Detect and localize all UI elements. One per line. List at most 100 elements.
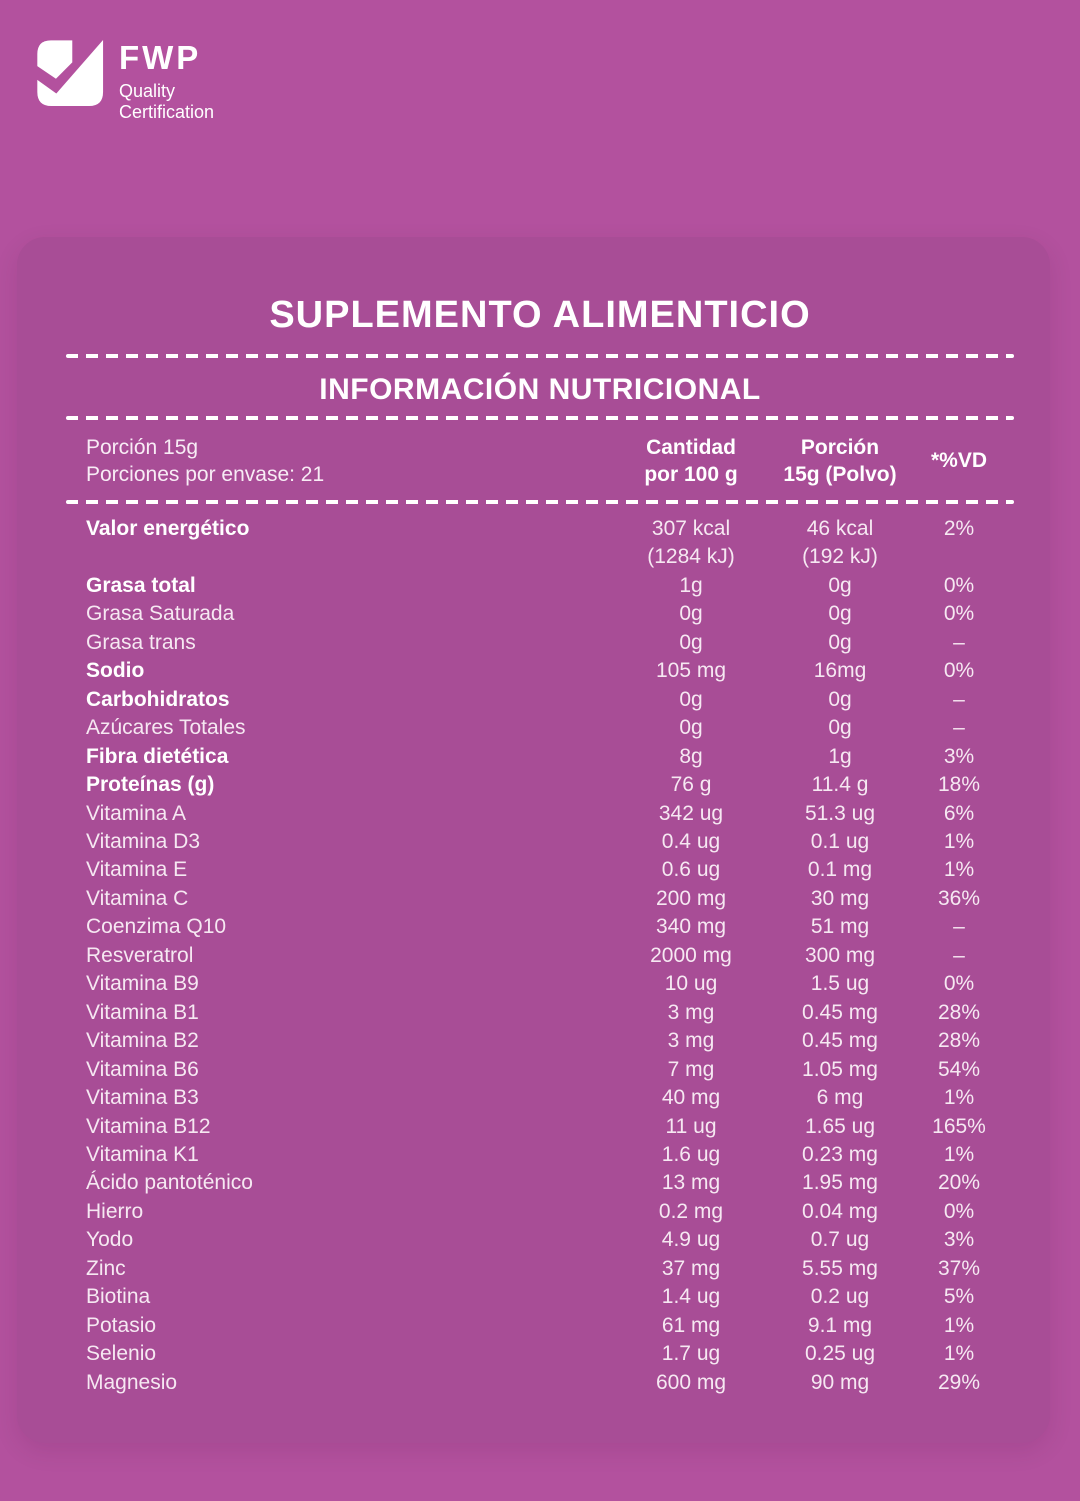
table-row: Carbohidratos 0g 0g – — [66, 686, 1014, 714]
per100-value: 200 mg — [655, 886, 727, 910]
portion-value: 1.65 ug — [804, 1114, 876, 1138]
nutrient-label: Yodo — [86, 1228, 134, 1252]
per100-value: 0g — [679, 630, 703, 654]
portion-value: 1g — [828, 744, 852, 768]
per100-value: 10 ug — [664, 972, 718, 996]
dv-value: 1% — [943, 858, 975, 882]
table-row: Vitamina B12 11 ug 1.65 ug 165% — [66, 1113, 1014, 1141]
nutrient-label: Ácido pantoténico — [86, 1171, 253, 1195]
nutrient-label: Vitamina K1 — [86, 1142, 199, 1166]
dv-value: – — [953, 943, 965, 967]
serving-size: Porción 15g — [86, 436, 199, 459]
dv-value: – — [953, 687, 965, 711]
per100-value: 600 mg — [655, 1370, 727, 1394]
nutrition-rows: Valor energético 307 kcal (1284 kJ) 46 kc… — [66, 515, 1014, 1397]
per100-value: 340 mg — [655, 915, 727, 939]
panel-subtitle: INFORMACIÓN NUTRICIONAL — [319, 373, 761, 406]
portion-value: 300 mg — [804, 943, 876, 967]
dv-value: 165% — [932, 1114, 986, 1138]
per100-value: 11 ug — [665, 1114, 717, 1138]
portion-value: 0.7 ug — [810, 1228, 870, 1252]
portion-value: 9.1 mg — [807, 1313, 873, 1337]
per100-value: 307 kcal (1284 kJ) — [647, 517, 735, 569]
dv-value: 28% — [937, 1029, 981, 1053]
nutrient-label: Biotina — [86, 1285, 151, 1309]
dv-value: 3% — [943, 1228, 975, 1252]
nutrient-label: Vitamina B9 — [86, 972, 199, 996]
table-row: Zinc 37 mg 5.55 mg 37% — [66, 1255, 1014, 1283]
per100-value: 0g — [679, 687, 703, 711]
logo-tagline: Quality Certification — [119, 81, 214, 123]
dv-value: 29% — [937, 1370, 981, 1394]
table-row: Resveratrol 2000 mg 300 mg – — [66, 942, 1014, 970]
per100-value: 4.9 ug — [661, 1228, 721, 1252]
dv-value: – — [953, 716, 965, 740]
nutrient-label: Zinc — [86, 1256, 126, 1280]
per100-value: 0.4 ug — [661, 829, 721, 853]
portion-value: 46 kcal (192 kJ) — [802, 517, 878, 569]
table-row: Selenio 1.7 ug 0.25 ug 1% — [66, 1340, 1014, 1368]
checkmark-badge-icon — [32, 35, 108, 111]
nutrient-label: Vitamina B1 — [86, 1000, 199, 1024]
per100-value: 13 mg — [661, 1171, 721, 1195]
table-row: Vitamina A 342 ug 51.3 ug 6% — [66, 800, 1014, 828]
per100-value: 2000 mg — [650, 943, 732, 967]
portion-value: 0.04 mg — [802, 1199, 878, 1223]
nutrient-label: Vitamina E — [86, 858, 188, 882]
nutrient-label: Proteínas (g) — [86, 773, 215, 797]
table-row: Vitamina B2 3 mg 0.45 mg 28% — [66, 1027, 1014, 1055]
portion-value: 0g — [828, 630, 852, 654]
nutrient-label: Grasa trans — [86, 630, 196, 654]
nutrient-label: Vitamina B12 — [86, 1114, 211, 1138]
per100-value: 1.6 ug — [661, 1142, 721, 1166]
per100-value: 40 mg — [661, 1086, 721, 1110]
dashed-divider — [66, 354, 1014, 358]
portion-value: 0.1 mg — [807, 858, 873, 882]
dv-value: 0% — [943, 659, 975, 683]
nutrient-label: Vitamina C — [86, 886, 189, 910]
portion-value: 0.45 mg — [802, 1000, 878, 1024]
nutrient-label: Valor energético — [86, 517, 250, 540]
table-row: Azúcares Totales 0g 0g – — [66, 714, 1014, 742]
table-row: Grasa trans 0g 0g – — [66, 629, 1014, 657]
per100-value: 61 mg — [661, 1313, 721, 1337]
portion-value: 16mg — [813, 659, 867, 683]
nutrient-label: Vitamina B3 — [86, 1086, 199, 1110]
portion-value: 0g — [828, 602, 852, 626]
table-row: Sodio 105 mg 16mg 0% — [66, 657, 1014, 685]
per100-value: 1g — [679, 573, 703, 597]
table-row: Coenzima Q10 340 mg 51 mg – — [66, 913, 1014, 941]
dv-value: 28% — [937, 1000, 981, 1024]
dv-value: 1% — [943, 829, 975, 853]
dashed-divider — [66, 416, 1014, 420]
table-row: Vitamina B9 10 ug 1.5 ug 0% — [66, 970, 1014, 998]
brand-name: FWP — [119, 39, 202, 76]
nutrition-panel: SUPLEMENTO ALIMENTICIO INFORMACIÓN NUTRI… — [17, 237, 1050, 1443]
per100-value: 0g — [679, 716, 703, 740]
per100-value: 3 mg — [667, 1000, 715, 1024]
per100-value: 0g — [679, 602, 703, 626]
dashed-divider — [66, 500, 1014, 504]
per100-value: 105 mg — [655, 659, 727, 683]
quality-certification-logo: FWP Quality Certification — [32, 35, 214, 123]
portion-value: 5.55 mg — [802, 1256, 878, 1280]
column-header-portion: Porción 15g (Polvo) — [783, 436, 897, 486]
table-row: Vitamina B6 7 mg 1.05 mg 54% — [66, 1056, 1014, 1084]
per100-value: 37 mg — [661, 1256, 721, 1280]
per100-value: 0.2 mg — [658, 1199, 724, 1223]
nutrient-label: Sodio — [86, 659, 145, 683]
servings-per-container: Porciones por envase: 21 — [86, 463, 325, 486]
portion-value: 90 mg — [810, 1370, 870, 1394]
dv-value: 0% — [943, 573, 975, 597]
table-row: Magnesio 600 mg 90 mg 29% — [66, 1369, 1014, 1397]
dv-value: 18% — [937, 773, 981, 797]
tagline-line2: Certification — [119, 101, 215, 122]
per100-value: 76 g — [670, 773, 712, 797]
dv-value: 0% — [943, 602, 975, 626]
dv-value: 0% — [943, 1199, 975, 1223]
table-row: Vitamina B3 40 mg 6 mg 1% — [66, 1084, 1014, 1112]
nutrient-label: Coenzima Q10 — [86, 915, 227, 939]
table-row: Grasa total 1g 0g 0% — [66, 572, 1014, 600]
dv-value: 5% — [943, 1285, 975, 1309]
portion-value: 1.95 mg — [802, 1171, 878, 1195]
